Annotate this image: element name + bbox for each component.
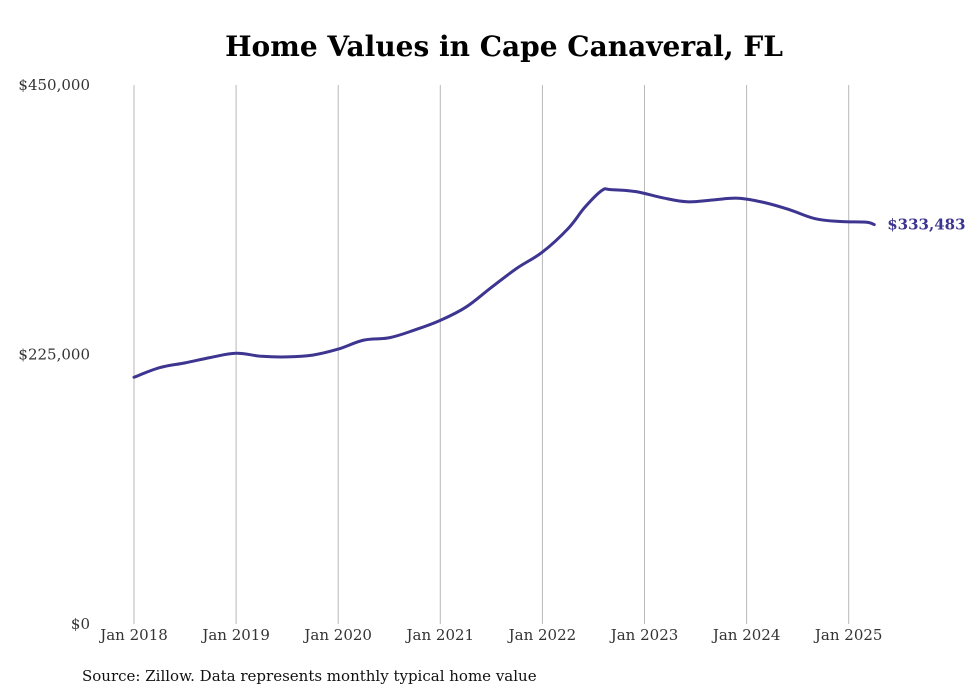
y-tick-label: $225,000 [18,346,90,364]
x-tick-label: Jan 2025 [813,626,883,644]
series-line [132,187,876,379]
y-tick-label: $450,000 [18,76,90,94]
x-tick-label: Jan 2021 [405,626,475,644]
end-value-label: $333,483 [887,216,965,234]
chart-title: Home Values in Cape Canaveral, FL [225,30,783,63]
x-tick-label: Jan 2018 [98,626,168,644]
x-tick-label: Jan 2019 [200,626,270,644]
x-tick-label: Jan 2020 [302,626,372,644]
source-note: Source: Zillow. Data represents monthly … [82,667,537,685]
x-tick-label: Jan 2024 [711,626,781,644]
y-tick-label: $0 [71,615,90,633]
x-tick-label: Jan 2023 [609,626,679,644]
x-tick-label: Jan 2022 [507,626,577,644]
